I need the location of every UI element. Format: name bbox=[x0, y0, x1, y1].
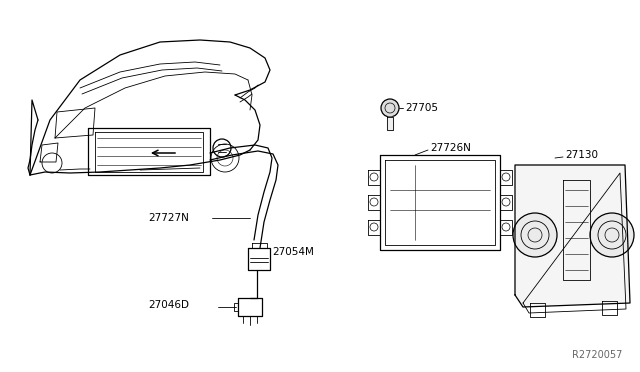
Text: 27130: 27130 bbox=[565, 150, 598, 160]
Text: R2720057: R2720057 bbox=[572, 350, 622, 360]
Text: 27054M: 27054M bbox=[272, 247, 314, 257]
Circle shape bbox=[513, 213, 557, 257]
Text: 27726N: 27726N bbox=[430, 143, 471, 153]
Text: 27727N: 27727N bbox=[148, 213, 189, 223]
Circle shape bbox=[381, 99, 399, 117]
Polygon shape bbox=[387, 117, 393, 130]
Circle shape bbox=[590, 213, 634, 257]
Text: 27705: 27705 bbox=[405, 103, 438, 113]
Text: 27046D: 27046D bbox=[148, 300, 189, 310]
Polygon shape bbox=[515, 165, 630, 307]
